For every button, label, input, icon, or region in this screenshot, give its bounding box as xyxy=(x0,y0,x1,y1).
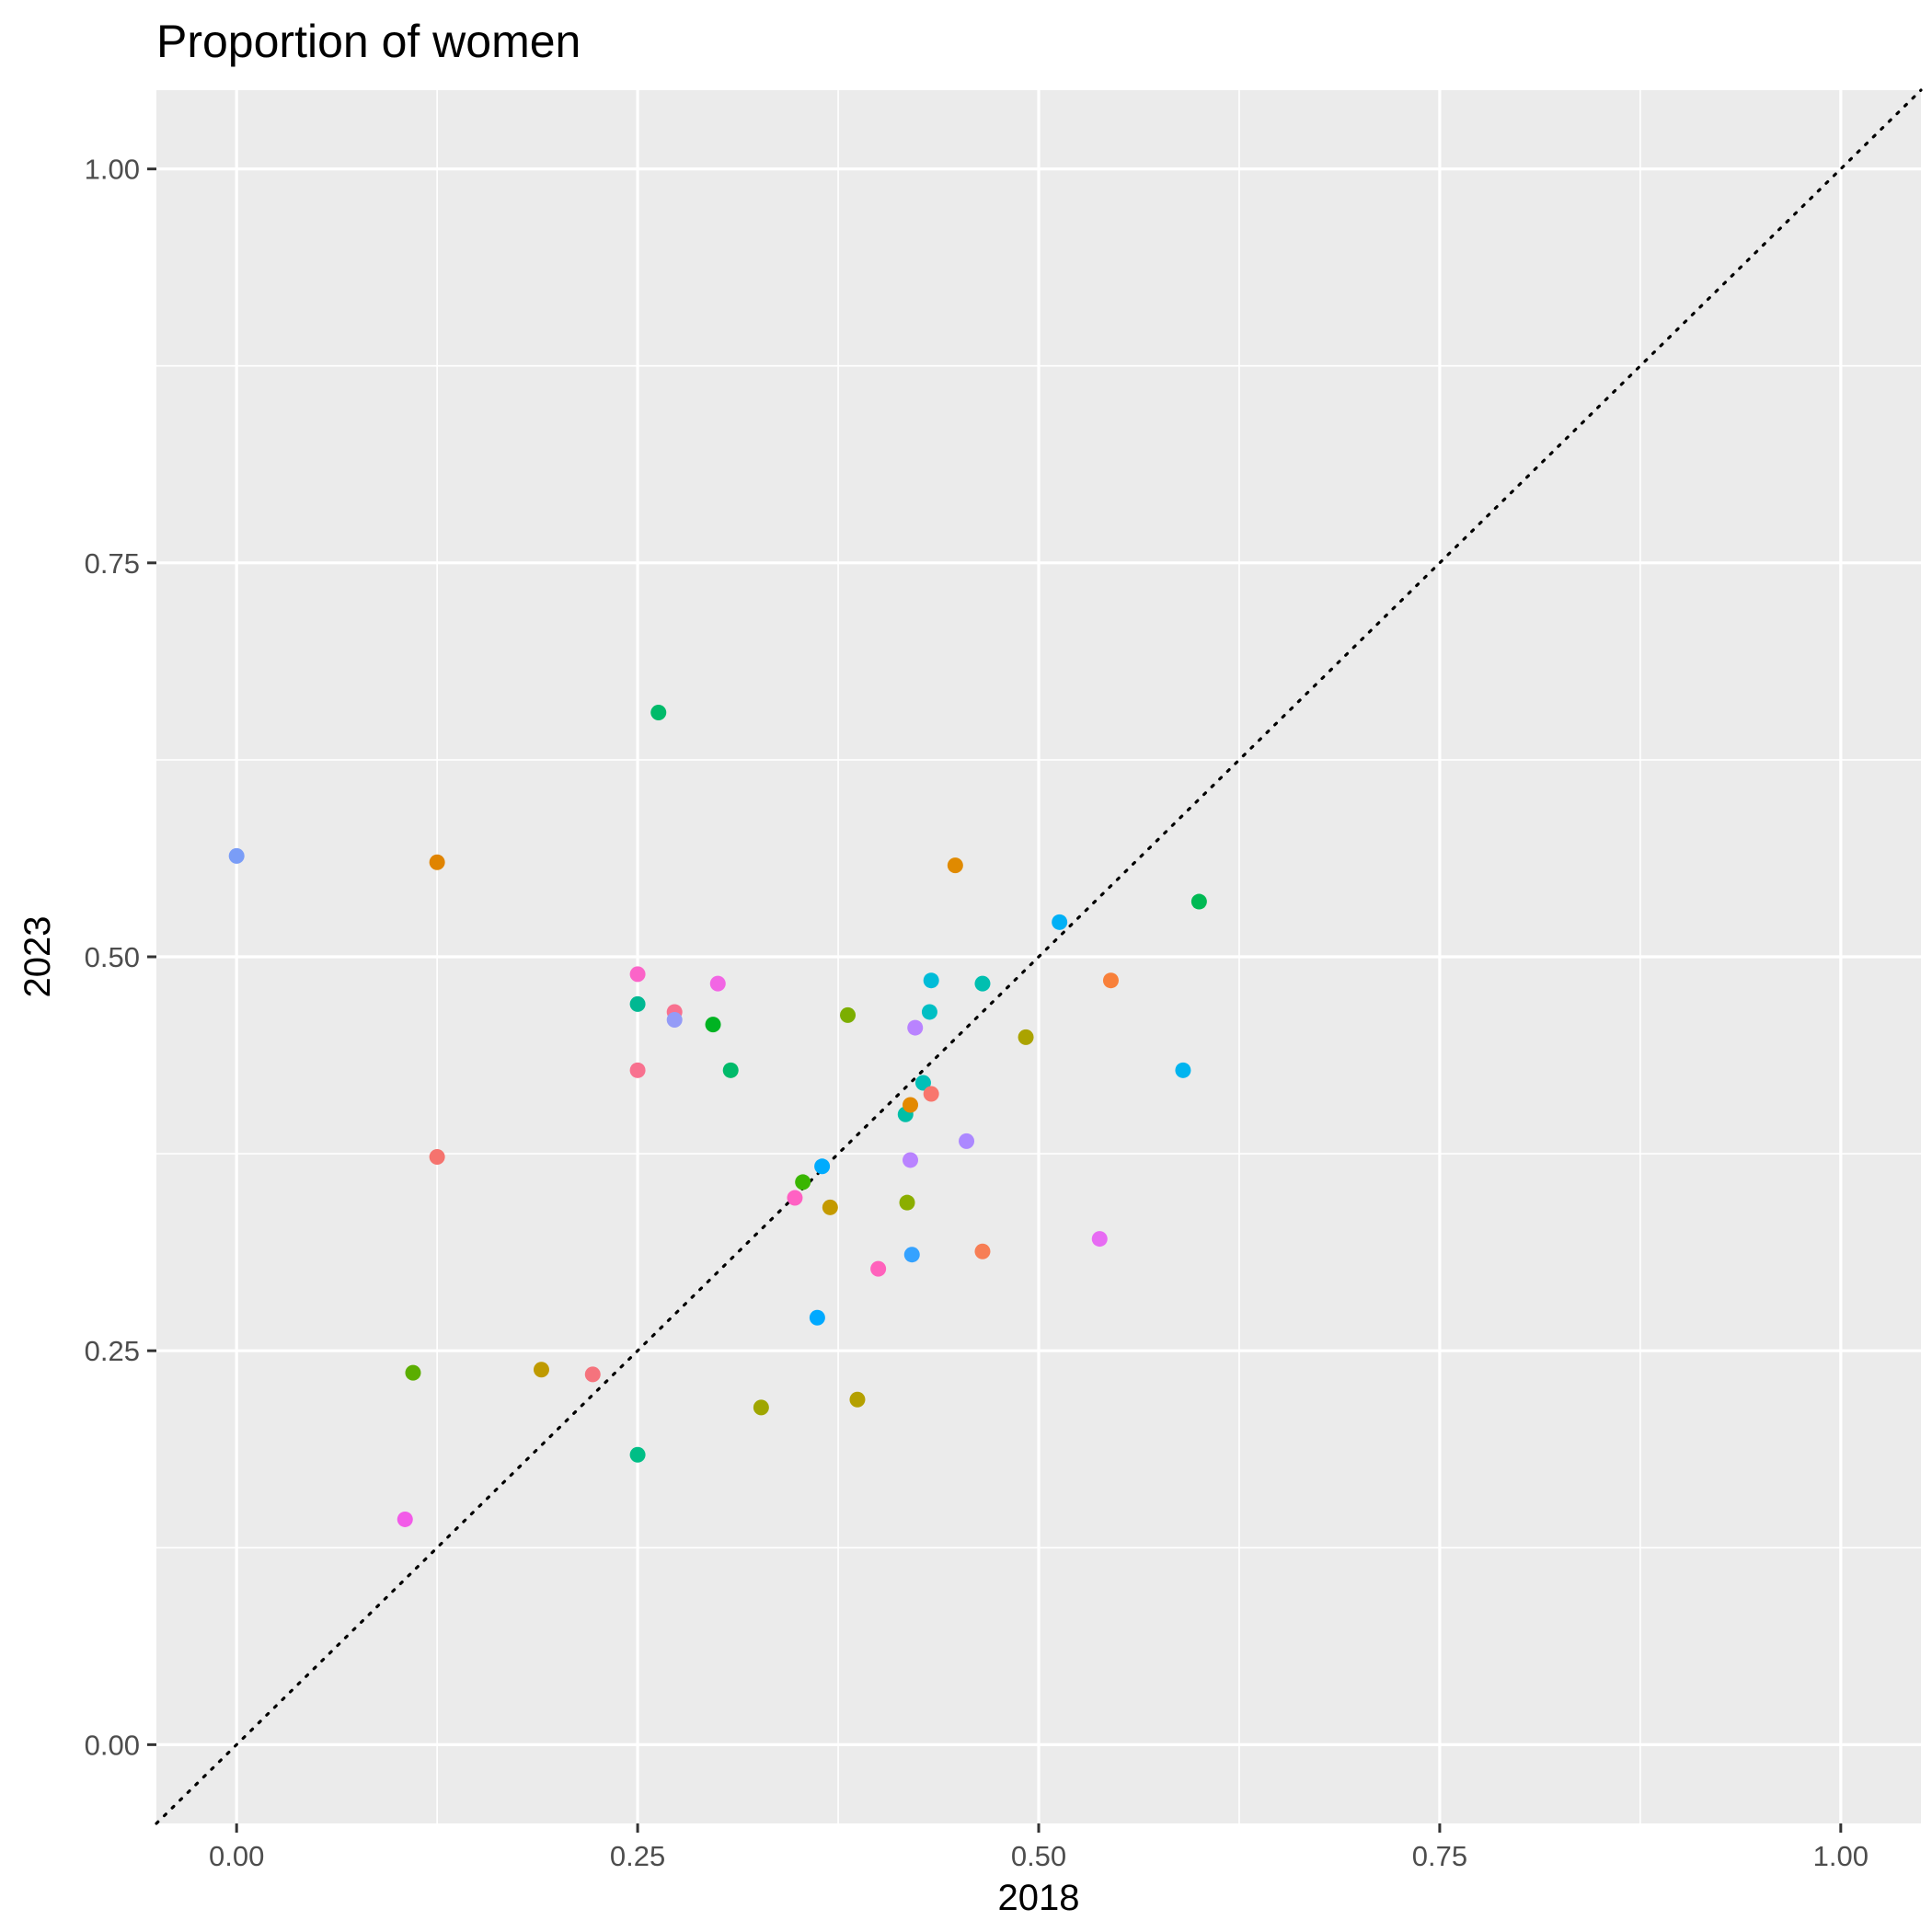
y-axis-title: 2023 xyxy=(17,916,58,998)
data-point xyxy=(629,1446,646,1463)
data-point xyxy=(923,1086,939,1102)
data-point xyxy=(809,1309,825,1326)
x-tick-label: 0.00 xyxy=(209,1840,264,1872)
y-tick-label: 0.75 xyxy=(85,547,140,580)
tick-labels: 0.00 0.25 0.50 0.75 1.00 0.00 0.25 0.50 0.75 1.00 xyxy=(85,154,1869,1872)
data-point xyxy=(429,1149,445,1166)
data-point xyxy=(959,1133,975,1149)
data-point xyxy=(753,1399,769,1416)
data-point xyxy=(947,857,963,874)
x-tick-label: 0.75 xyxy=(1412,1840,1467,1872)
chart-title: Proportion of women xyxy=(156,16,581,67)
data-point xyxy=(405,1364,421,1381)
x-tick-label: 0.50 xyxy=(1011,1840,1066,1872)
data-point xyxy=(1175,1062,1191,1078)
data-point xyxy=(923,972,939,989)
data-point xyxy=(903,1152,919,1168)
data-point xyxy=(795,1174,811,1190)
data-point xyxy=(921,1004,937,1020)
data-point xyxy=(974,975,991,992)
data-point xyxy=(974,1243,991,1259)
data-point xyxy=(814,1158,831,1175)
data-point xyxy=(1091,1231,1108,1248)
y-tick-label: 0.00 xyxy=(85,1729,140,1761)
data-point xyxy=(722,1062,739,1078)
data-point xyxy=(429,854,445,870)
data-point xyxy=(629,995,646,1012)
data-point xyxy=(899,1194,915,1211)
y-tick-label: 0.50 xyxy=(85,941,140,973)
data-point xyxy=(584,1366,601,1383)
y-tick-label: 1.00 xyxy=(85,154,140,186)
data-point xyxy=(1190,893,1207,910)
data-point xyxy=(787,1190,803,1206)
data-point xyxy=(228,847,245,864)
x-tick-label: 0.25 xyxy=(610,1840,665,1872)
data-point xyxy=(629,966,646,983)
data-point xyxy=(666,1012,683,1029)
identity-reference-line xyxy=(155,88,1923,1825)
data-points xyxy=(228,705,1207,1527)
data-point xyxy=(903,1097,919,1113)
x-tick-label: 1.00 xyxy=(1813,1840,1869,1872)
y-tick-label: 0.25 xyxy=(85,1335,140,1367)
data-point xyxy=(705,1017,721,1033)
data-point xyxy=(822,1199,838,1215)
data-point xyxy=(870,1260,887,1277)
data-point xyxy=(1102,972,1119,989)
data-point xyxy=(1052,914,1068,930)
axis-ticks xyxy=(147,167,1843,1833)
data-point xyxy=(849,1391,866,1408)
data-point xyxy=(914,1075,931,1091)
data-point xyxy=(650,705,667,721)
data-point xyxy=(397,1511,413,1527)
data-point xyxy=(840,1006,857,1023)
data-point xyxy=(1018,1029,1034,1045)
x-axis-title: 2018 xyxy=(998,1878,1080,1918)
data-point xyxy=(533,1362,549,1378)
data-point xyxy=(907,1019,924,1036)
data-point xyxy=(903,1247,920,1263)
data-point xyxy=(709,975,726,992)
data-point xyxy=(629,1062,646,1078)
